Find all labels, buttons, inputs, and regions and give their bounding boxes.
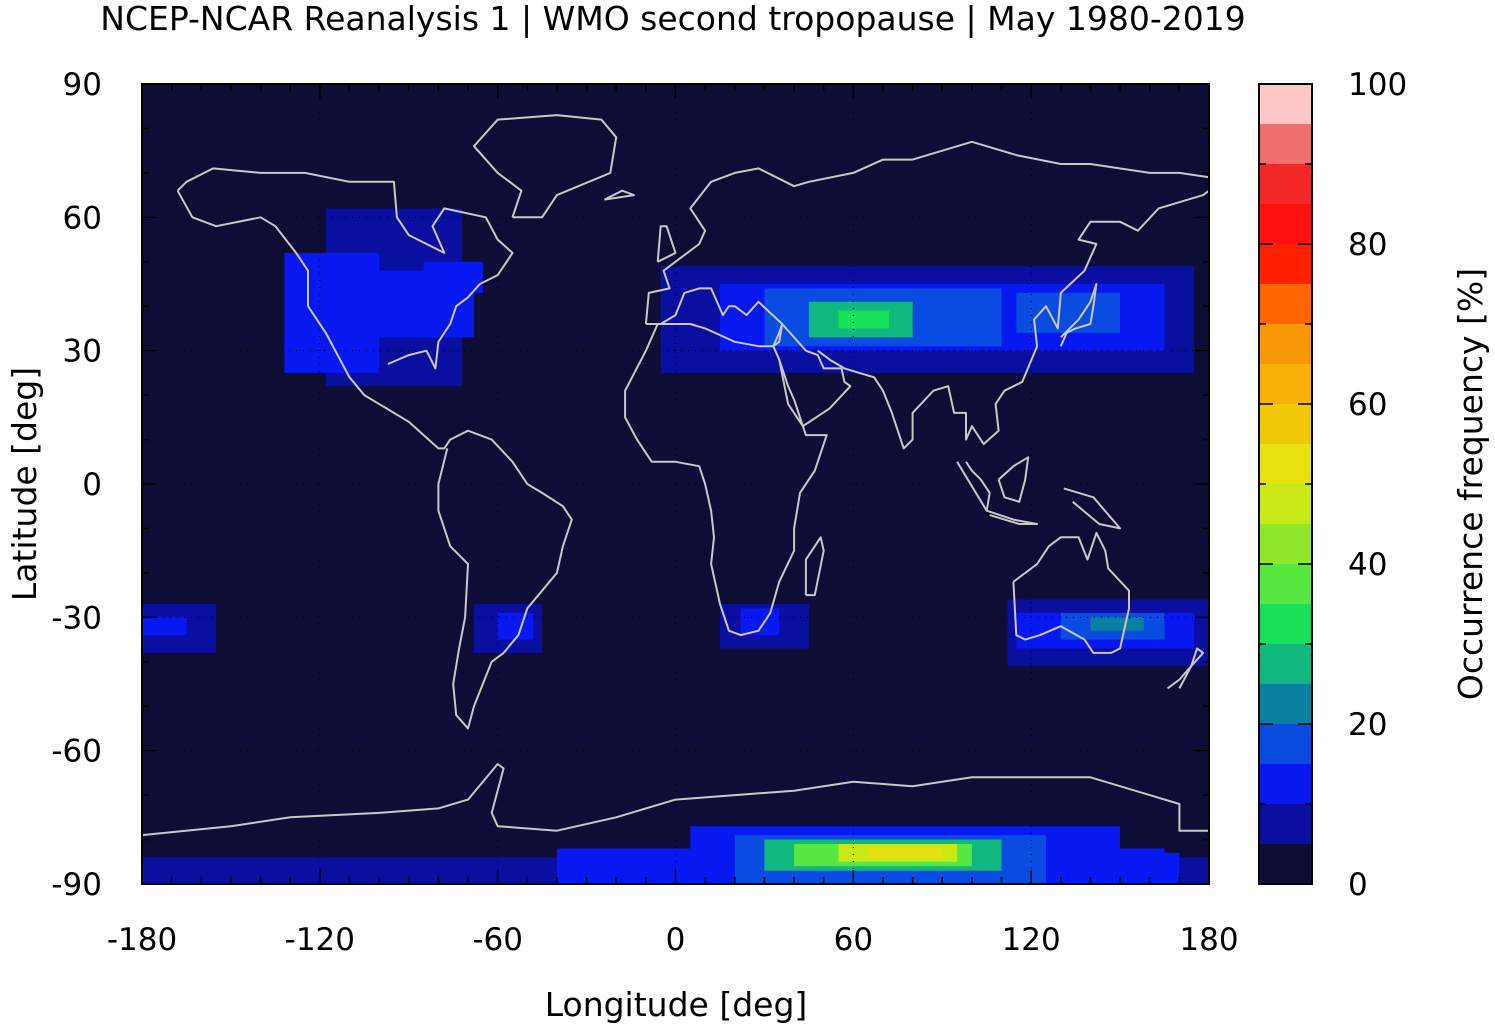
coastline-3	[644, 140, 1210, 325]
coastline-5	[624, 323, 828, 637]
x-tick-labels: -180 -120 -60 0 60 120 180	[107, 922, 1239, 958]
y-tick-label: -60	[51, 734, 102, 770]
y-tick-label: 60	[63, 200, 102, 236]
y-tick-label: 0	[82, 467, 102, 503]
colorbar-ticks	[1259, 83, 1312, 885]
y-tick-label: 30	[63, 334, 102, 370]
x-tick-label: 180	[1179, 922, 1238, 958]
colorbar-tick-label: 20	[1348, 707, 1387, 743]
colorbar-segment-7	[1259, 564, 1312, 604]
colorbar-segments	[1259, 84, 1312, 884]
colorbar-segment-10	[1259, 444, 1312, 484]
coastline-16	[656, 225, 677, 263]
colorbar: 0 20 40 60 80 100 Occurrence frequency [%]	[1258, 67, 1490, 903]
y-tick-label: -30	[51, 600, 102, 636]
colorbar-tick-labels: 0 20 40 60 80 100	[1348, 67, 1407, 903]
colorbar-segment-17	[1259, 164, 1312, 204]
colorbar-segment-8	[1259, 524, 1312, 564]
heatmap-cell-4	[423, 261, 483, 293]
coastline-2	[473, 114, 618, 219]
x-tick-label: 0	[666, 922, 686, 958]
coastline-11	[997, 456, 1030, 503]
colorbar-segment-19	[1259, 84, 1312, 124]
x-tick-label: -120	[285, 922, 355, 958]
colorbar-tick-label: 100	[1348, 67, 1407, 103]
coastline-10	[986, 509, 1039, 525]
colorbar-tick-label: 0	[1348, 867, 1368, 903]
colorbar-segment-2	[1259, 764, 1312, 804]
colorbar-segment-12	[1259, 364, 1312, 404]
coastline-13	[1012, 531, 1130, 654]
coastline-4	[645, 287, 784, 348]
coastline-7	[817, 189, 1210, 450]
colorbar-tick-label: 40	[1348, 547, 1387, 583]
coastline-15	[804, 536, 825, 597]
coastline-0	[176, 190, 573, 730]
coastline-6	[772, 323, 852, 428]
coastline-18	[141, 763, 1209, 837]
colorbar-segment-5	[1259, 644, 1312, 684]
colorbar-segment-15	[1259, 244, 1312, 284]
x-axis-label: Longitude [deg]	[545, 985, 808, 1024]
heatmap-cell-29	[868, 848, 943, 858]
x-tick-label: 60	[834, 922, 873, 958]
heatmap-cell-9	[838, 310, 889, 329]
colorbar-segment-13	[1259, 324, 1312, 364]
coastline-1	[176, 167, 514, 370]
colorbar-segment-18	[1259, 124, 1312, 164]
colorbar-segment-16	[1259, 204, 1312, 244]
heatmap-cells	[142, 208, 1209, 884]
coastline-8	[1059, 283, 1098, 347]
axis-ticks	[141, 83, 1210, 885]
y-tick-label: 90	[63, 67, 102, 103]
colorbar-tick-label: 80	[1348, 227, 1387, 263]
chart-title: NCEP-NCAR Reanalysis 1 | WMO second trop…	[100, 0, 1245, 38]
coastline-12	[1063, 487, 1122, 530]
colorbar-tick-label: 60	[1348, 387, 1387, 423]
coastline-14	[1166, 647, 1205, 690]
x-tick-label: -180	[107, 922, 177, 958]
coastlines	[141, 114, 1210, 837]
colorbar-segment-6	[1259, 604, 1312, 644]
plot-area	[141, 83, 1210, 885]
colorbar-segment-4	[1259, 684, 1312, 724]
heatmap-cell-10	[1016, 292, 1121, 333]
y-axis-label: Latitude [deg]	[5, 367, 44, 601]
coastline-17	[603, 189, 635, 201]
colorbar-segment-9	[1259, 484, 1312, 524]
colorbar-segment-0	[1259, 844, 1312, 884]
x-tick-label: 120	[1002, 922, 1061, 958]
colorbar-segment-11	[1259, 404, 1312, 444]
heatmap-cell-16	[740, 608, 780, 636]
colorbar-segment-1	[1259, 804, 1312, 844]
colorbar-label: Occurrence frequency [%]	[1451, 268, 1490, 700]
y-tick-labels: 90 60 30 0 -30 -60 -90	[51, 67, 102, 903]
x-tick-label: -60	[472, 922, 523, 958]
coastline-9	[956, 461, 991, 512]
y-tick-label: -90	[51, 867, 102, 903]
heatmap-cell-20	[1090, 617, 1144, 631]
grid-lines	[142, 84, 1209, 884]
colorbar-segment-3	[1259, 724, 1312, 764]
heatmap-cell-12	[142, 617, 187, 636]
colorbar-segment-14	[1259, 284, 1312, 324]
